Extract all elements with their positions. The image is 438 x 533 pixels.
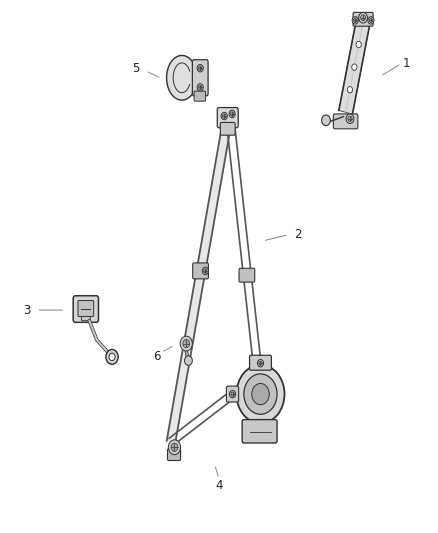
Circle shape bbox=[197, 84, 203, 91]
Circle shape bbox=[244, 374, 277, 414]
Circle shape bbox=[352, 17, 358, 24]
Circle shape bbox=[237, 365, 285, 423]
FancyBboxPatch shape bbox=[353, 12, 373, 26]
Circle shape bbox=[369, 18, 373, 22]
FancyBboxPatch shape bbox=[81, 311, 90, 321]
FancyBboxPatch shape bbox=[192, 60, 208, 96]
FancyBboxPatch shape bbox=[73, 296, 99, 322]
Circle shape bbox=[198, 85, 202, 90]
FancyBboxPatch shape bbox=[217, 108, 238, 128]
Circle shape bbox=[180, 336, 192, 351]
FancyBboxPatch shape bbox=[167, 449, 180, 461]
Circle shape bbox=[359, 12, 367, 23]
FancyBboxPatch shape bbox=[250, 356, 272, 370]
Circle shape bbox=[106, 350, 118, 365]
Circle shape bbox=[230, 112, 234, 116]
Circle shape bbox=[368, 17, 374, 24]
Circle shape bbox=[184, 356, 192, 366]
Circle shape bbox=[259, 361, 262, 365]
Circle shape bbox=[356, 42, 361, 48]
Circle shape bbox=[202, 267, 208, 274]
Circle shape bbox=[353, 18, 357, 22]
Circle shape bbox=[221, 112, 227, 120]
Circle shape bbox=[252, 383, 269, 405]
Circle shape bbox=[183, 340, 190, 348]
Circle shape bbox=[168, 440, 180, 455]
Circle shape bbox=[321, 115, 330, 126]
Circle shape bbox=[360, 15, 365, 21]
Text: 1: 1 bbox=[403, 57, 410, 70]
Polygon shape bbox=[339, 20, 370, 114]
Text: 4: 4 bbox=[215, 479, 223, 492]
Circle shape bbox=[348, 116, 352, 122]
Circle shape bbox=[109, 353, 115, 361]
Circle shape bbox=[231, 392, 234, 396]
FancyBboxPatch shape bbox=[220, 123, 235, 135]
Polygon shape bbox=[166, 55, 196, 100]
Text: 6: 6 bbox=[153, 350, 161, 364]
Circle shape bbox=[198, 66, 202, 70]
Text: 3: 3 bbox=[23, 304, 31, 317]
Circle shape bbox=[223, 114, 226, 118]
Text: 5: 5 bbox=[132, 62, 140, 75]
FancyBboxPatch shape bbox=[242, 419, 277, 443]
Circle shape bbox=[171, 443, 178, 451]
Polygon shape bbox=[167, 130, 230, 443]
Circle shape bbox=[230, 390, 236, 398]
Circle shape bbox=[204, 269, 207, 273]
Circle shape bbox=[258, 360, 264, 367]
Circle shape bbox=[197, 64, 203, 72]
Circle shape bbox=[229, 110, 235, 118]
Circle shape bbox=[346, 114, 354, 124]
FancyBboxPatch shape bbox=[226, 386, 239, 402]
Circle shape bbox=[347, 86, 353, 93]
FancyBboxPatch shape bbox=[194, 91, 205, 101]
Circle shape bbox=[352, 64, 357, 70]
FancyBboxPatch shape bbox=[193, 263, 208, 279]
FancyBboxPatch shape bbox=[333, 114, 358, 129]
FancyBboxPatch shape bbox=[239, 268, 255, 282]
Text: 2: 2 bbox=[294, 228, 301, 241]
FancyBboxPatch shape bbox=[78, 301, 94, 317]
